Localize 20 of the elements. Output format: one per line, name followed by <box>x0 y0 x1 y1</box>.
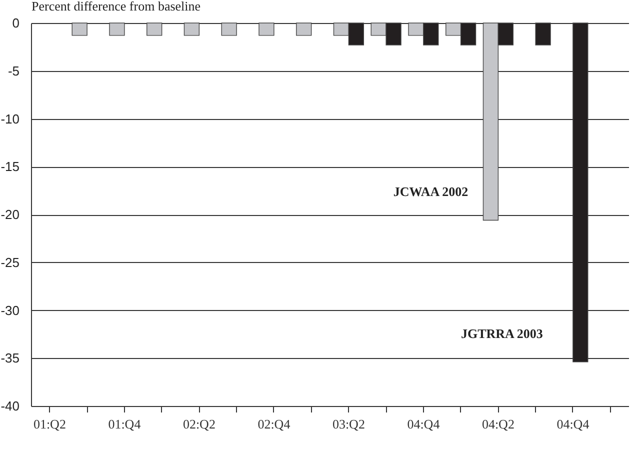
y-tick-label: -40 <box>0 398 20 414</box>
y-tick-label: -20 <box>0 207 20 222</box>
x-tick-label: 01:Q2 <box>33 416 66 432</box>
y-tick-label: -10 <box>0 111 20 126</box>
annotation: JGTRRA 2003 <box>460 326 544 341</box>
y-tick-label: -35 <box>0 350 20 366</box>
y-axis-title: Percent difference from baseline <box>32 0 201 14</box>
x-tick-label: 04:Q2 <box>482 416 514 432</box>
annotation: JCWAA 2002 <box>393 184 468 200</box>
x-tick-label: 01:Q4 <box>108 416 142 432</box>
y-tick-label: -5 <box>8 63 20 78</box>
x-tick-label: 04:Q4 <box>407 416 440 432</box>
x-tick-label: 04:Q4 <box>556 416 590 432</box>
y-tick-label: 0 <box>12 16 20 30</box>
y-tick-label: -25 <box>0 254 20 270</box>
y-tick-label: -30 <box>0 302 20 318</box>
x-tick-label: 02:Q4 <box>258 416 291 432</box>
y-tick-label: -15 <box>0 159 20 174</box>
x-tick-label: 02:Q2 <box>182 416 216 432</box>
x-tick-label: 03:Q2 <box>332 416 365 432</box>
